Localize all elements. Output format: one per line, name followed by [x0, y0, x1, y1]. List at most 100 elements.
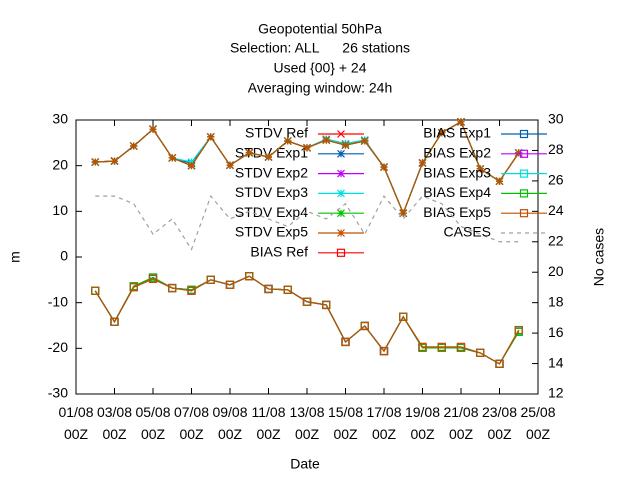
y2-tick-label: 30 — [548, 111, 564, 127]
point — [168, 153, 177, 162]
y2-tick-label: 22 — [548, 232, 564, 248]
point — [360, 137, 369, 145]
x-tick-label-line: 23/08 — [482, 404, 517, 420]
legend-label: STDV Exp3 — [235, 184, 308, 200]
x-tick-label: 17/08 00Z — [366, 404, 401, 442]
legend-label: CASES — [444, 224, 491, 240]
x-tick-label-line: 00Z — [333, 426, 358, 442]
x-tick-label: 01/08 00Z — [58, 404, 93, 442]
legend-label: BIAS Ref — [250, 244, 308, 260]
x-tick-label-line: 00Z — [526, 426, 551, 442]
marker-cross — [168, 153, 177, 162]
marker-cross — [457, 117, 465, 126]
x-tick-label: 05/08 00Z — [135, 404, 170, 442]
y-tick-label: 20 — [52, 156, 68, 172]
x-tick-label-line: 00Z — [487, 426, 512, 442]
point — [514, 148, 523, 157]
point — [264, 153, 273, 161]
marker-cross — [380, 163, 388, 171]
marker-cross — [187, 161, 196, 170]
point — [418, 342, 427, 352]
point — [519, 209, 529, 218]
point — [336, 248, 346, 257]
marker-cross — [337, 209, 345, 218]
point — [129, 283, 138, 292]
point — [322, 136, 331, 145]
point — [380, 163, 388, 171]
chart-title: Averaging window: 24h — [248, 80, 393, 96]
point — [519, 189, 529, 198]
marker-cross — [399, 209, 408, 218]
legend-label: STDV Ref — [245, 125, 308, 141]
x-tick-label-line: 00Z — [410, 426, 435, 442]
point — [187, 286, 196, 295]
marker-square — [519, 129, 529, 139]
marker-cross — [245, 148, 254, 157]
point — [187, 161, 196, 170]
point — [337, 229, 345, 237]
marker-square — [519, 209, 529, 218]
point — [283, 137, 292, 145]
point — [495, 359, 504, 368]
y2-tick-label: 24 — [548, 202, 564, 218]
y2-tick-label: 26 — [548, 172, 564, 188]
marker-cross — [91, 158, 100, 166]
point — [437, 128, 446, 137]
x-tick-label: 19/08 00Z — [405, 404, 440, 442]
marker-square — [495, 359, 504, 368]
legend-label: BIAS Exp5 — [423, 204, 491, 220]
point — [456, 342, 466, 352]
marker-square — [283, 285, 292, 294]
point — [360, 321, 369, 331]
chart-title: Used {00} + 24 — [273, 60, 366, 76]
legend-label: BIAS Exp1 — [423, 125, 491, 141]
point — [302, 297, 312, 306]
legend-label: STDV Exp1 — [235, 145, 308, 161]
point — [283, 285, 292, 294]
point — [418, 159, 427, 167]
marker-cross — [337, 149, 345, 158]
x-tick-label-line: 00Z — [141, 426, 166, 442]
x-tick-label-line: 00Z — [102, 426, 127, 442]
chart-title: Selection: ALL 26 stations — [230, 40, 410, 56]
point — [341, 141, 350, 150]
series-line — [94, 275, 520, 365]
point — [437, 342, 446, 352]
marker-cross — [495, 177, 504, 186]
y2-tick-label: 12 — [548, 385, 564, 401]
marker-cross — [337, 189, 345, 198]
point — [225, 280, 235, 289]
marker-cross — [360, 137, 369, 145]
marker-cross — [303, 143, 311, 152]
x-tick-label: 13/08 00Z — [289, 404, 324, 442]
series-line — [95, 194, 519, 251]
marker-square — [264, 284, 273, 294]
point — [337, 149, 345, 158]
point — [149, 125, 157, 134]
x-tick-label-line: 01/08 — [58, 404, 93, 420]
x-tick-label-line: 25/08 — [520, 404, 555, 420]
marker-square — [341, 337, 350, 347]
x-tick-label-line: 00Z — [372, 426, 397, 442]
marker-square — [418, 342, 427, 352]
point — [519, 129, 529, 139]
y-tick-label: -20 — [48, 339, 68, 355]
point — [519, 169, 529, 178]
marker-square — [456, 342, 466, 352]
legend-label: BIAS Exp3 — [423, 164, 491, 180]
y-tick-label: 10 — [52, 202, 68, 218]
marker-cross — [337, 169, 345, 178]
x-tick-label-line: 07/08 — [174, 404, 209, 420]
marker-cross — [149, 125, 157, 134]
point — [245, 148, 254, 157]
marker-square — [437, 342, 446, 352]
marker-square — [225, 280, 235, 289]
marker-square — [379, 346, 389, 356]
x-tick-label-line: 11/08 — [252, 404, 286, 420]
point — [245, 272, 254, 281]
point — [303, 143, 311, 152]
marker-cross — [337, 229, 345, 237]
marker-cross — [110, 157, 119, 166]
